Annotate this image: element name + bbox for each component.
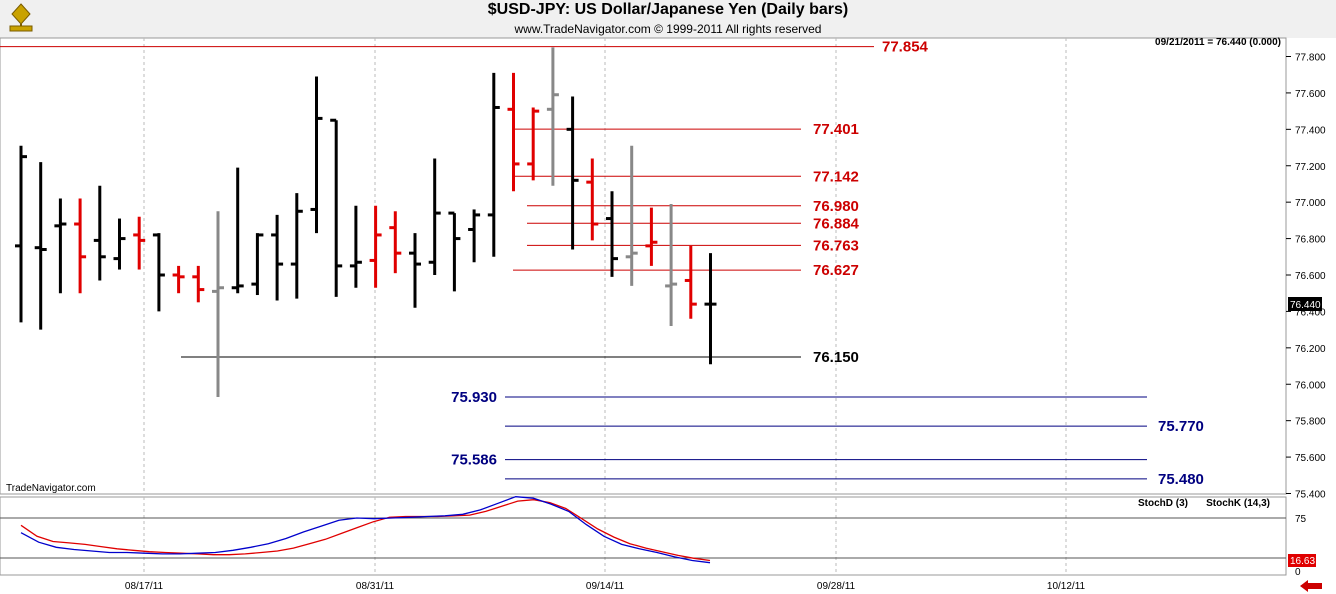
level-label-76.980: 76.980 bbox=[813, 198, 859, 215]
price-readout: 09/21/2011 = 76.440 (0.000) bbox=[1155, 37, 1281, 48]
ohlc-bar bbox=[566, 96, 579, 250]
level-label-76.884: 76.884 bbox=[813, 215, 860, 232]
y-tick-label: 76.000 bbox=[1295, 380, 1326, 391]
chart-title: $USD-JPY: US Dollar/Japanese Yen (Daily … bbox=[487, 1, 849, 18]
y-tick-label: 77.200 bbox=[1295, 162, 1326, 173]
y-tick-label: 77.600 bbox=[1295, 89, 1326, 100]
ohlc-bar bbox=[625, 145, 638, 286]
ohlc-bar bbox=[684, 245, 697, 319]
y-tick-label: 77.400 bbox=[1295, 125, 1326, 136]
ohlc-bar bbox=[369, 205, 382, 288]
level-label-75.480: 75.480 bbox=[1158, 471, 1204, 488]
ohlc-bar bbox=[152, 233, 165, 312]
ohlc-bar bbox=[54, 198, 67, 294]
level-label-75.586: 75.586 bbox=[451, 452, 497, 469]
level-label-76.150: 76.150 bbox=[813, 349, 859, 366]
level-label-76.763: 76.763 bbox=[813, 237, 859, 254]
y-tick-label: 76.400 bbox=[1295, 307, 1326, 318]
ohlc-bar bbox=[15, 145, 27, 323]
ohlc-bar bbox=[507, 72, 520, 192]
ohlc-bar bbox=[546, 47, 559, 186]
ohlc-bar bbox=[212, 211, 224, 397]
ohlc-bar bbox=[310, 76, 323, 234]
level-label-77.854: 77.854 bbox=[882, 39, 929, 56]
ohlc-bar bbox=[93, 185, 106, 281]
ohlc-bar bbox=[389, 211, 402, 274]
legend-stochd: StochD (3) bbox=[1138, 498, 1188, 509]
y-tick-label: 76.800 bbox=[1295, 235, 1326, 246]
ohlc-bar bbox=[34, 162, 47, 330]
date-axis: 08/17/11 08/31/11 09/14/11 09/28/11 10/12/11 bbox=[125, 581, 1086, 592]
ohlc-bars bbox=[15, 47, 717, 397]
chart-subtitle: www.TradeNavigator.com © 1999-2011 All r… bbox=[514, 22, 822, 36]
ohlc-bar bbox=[172, 265, 185, 294]
ohlc-bar bbox=[133, 216, 146, 270]
ohlc-bar bbox=[704, 253, 717, 365]
level-label-75.770: 75.770 bbox=[1158, 418, 1204, 435]
price-axis: 77.800 77.600 77.400 77.200 77.000 76.800 76.6… bbox=[1286, 53, 1326, 501]
stoch-tick-label: 0 bbox=[1295, 567, 1301, 578]
ohlc-bar bbox=[468, 209, 481, 263]
legend-stochk: StochK (14,3) bbox=[1206, 498, 1270, 509]
watermark: TradeNavigator.com bbox=[6, 483, 96, 494]
ohlc-bar bbox=[251, 233, 264, 296]
stochastic-panel bbox=[0, 496, 1287, 576]
ohlc-bar bbox=[231, 167, 244, 294]
y-tick-label: 77.000 bbox=[1295, 198, 1326, 209]
ohlc-bar bbox=[409, 233, 421, 308]
y-tick-label: 75.400 bbox=[1295, 490, 1326, 501]
y-tick-label: 75.800 bbox=[1295, 417, 1326, 428]
y-tick-label: 76.200 bbox=[1295, 344, 1326, 355]
level-label-76.627: 76.627 bbox=[813, 262, 859, 279]
stoch-tick-label: 75 bbox=[1295, 514, 1307, 525]
stochastic-lines: 75 0 bbox=[0, 496, 1307, 578]
stoch-series-d bbox=[20, 499, 711, 562]
ohlc-bar bbox=[113, 218, 126, 270]
ohlc-bar bbox=[527, 107, 540, 181]
ohlc-bar bbox=[448, 211, 461, 292]
ohlc-bar bbox=[645, 207, 658, 266]
level-label-75.930: 75.930 bbox=[451, 389, 497, 406]
ohlc-bar bbox=[192, 265, 205, 303]
y-tick-label: 75.600 bbox=[1295, 453, 1326, 464]
ohlc-bar bbox=[349, 205, 362, 288]
ohlc-bar bbox=[74, 198, 87, 294]
trade-navigator-logo-icon bbox=[9, 3, 33, 32]
stoch-series-k bbox=[20, 496, 711, 564]
ohlc-bar bbox=[330, 118, 343, 297]
x-tick-label: 09/14/11 bbox=[586, 581, 625, 592]
level-label-77.142: 77.142 bbox=[813, 168, 859, 185]
y-tick-label: 76.600 bbox=[1295, 271, 1326, 282]
price-plot-area bbox=[0, 37, 1287, 495]
ohlc-bar bbox=[487, 72, 500, 257]
ohlc-bar bbox=[290, 193, 303, 299]
scroll-right-arrow-icon[interactable] bbox=[1300, 580, 1322, 592]
x-tick-label: 08/31/11 bbox=[356, 581, 395, 592]
ohlc-bar bbox=[586, 158, 599, 241]
stoch-last-flag bbox=[1288, 554, 1316, 567]
y-tick-label: 77.800 bbox=[1295, 53, 1326, 64]
x-tick-label: 09/28/11 bbox=[817, 581, 856, 592]
ohlc-bar bbox=[271, 214, 284, 301]
last-price-flag bbox=[1288, 297, 1322, 311]
x-tick-label: 08/17/11 bbox=[125, 581, 164, 592]
ohlc-bar bbox=[665, 203, 678, 326]
level-label-77.401: 77.401 bbox=[813, 121, 859, 138]
last-price-label: 76.440 bbox=[1290, 300, 1321, 311]
ohlc-bar bbox=[606, 191, 618, 277]
stoch-last-label: 16.63 bbox=[1290, 556, 1315, 567]
x-tick-label: 10/12/11 bbox=[1047, 581, 1086, 592]
ohlc-bar bbox=[428, 158, 441, 275]
chart-header: $USD-JPY: US Dollar/Japanese Yen (Daily … bbox=[0, 0, 1336, 38]
